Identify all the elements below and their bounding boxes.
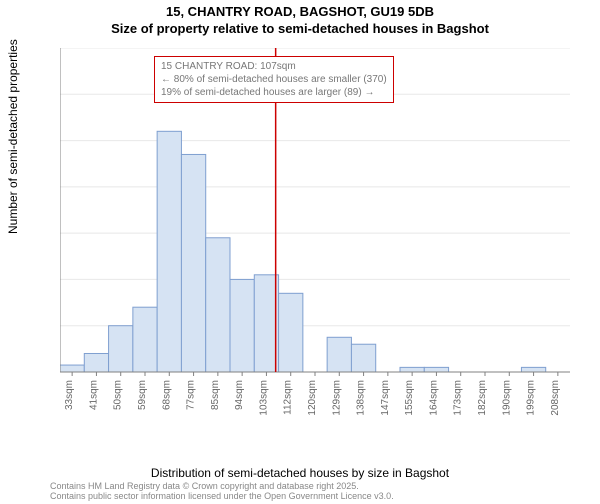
- x-tick-label: 41sqm: [88, 380, 99, 410]
- histogram-bar: [400, 367, 424, 372]
- x-tick-label: 190sqm: [501, 380, 512, 416]
- x-tick-label: 85sqm: [210, 380, 221, 410]
- histogram-bar: [424, 367, 448, 372]
- histogram-bar: [133, 307, 157, 372]
- x-tick-label: 77sqm: [186, 380, 197, 410]
- histogram-bar: [206, 238, 230, 372]
- histogram-bar: [181, 154, 205, 372]
- chart-title-block: 15, CHANTRY ROAD, BAGSHOT, GU19 5DB Size…: [0, 4, 600, 36]
- chart-title-line1: 15, CHANTRY ROAD, BAGSHOT, GU19 5DB: [0, 4, 600, 19]
- x-axis-label: Distribution of semi-detached houses by …: [0, 466, 600, 480]
- histogram-plot: 02040608010012014033sqm41sqm50sqm59sqm68…: [60, 48, 570, 422]
- histogram-bar: [157, 131, 181, 372]
- x-tick-label: 199sqm: [526, 380, 537, 416]
- annotation-box: 15 CHANTRY ROAD: 107sqm ← 80% of semi-de…: [154, 56, 394, 103]
- histogram-bar: [84, 353, 108, 372]
- histogram-bar: [230, 279, 254, 372]
- histogram-bar: [109, 326, 133, 372]
- x-tick-label: 182sqm: [477, 380, 488, 416]
- x-tick-label: 103sqm: [258, 380, 269, 416]
- x-tick-label: 147sqm: [380, 380, 391, 416]
- x-tick-label: 120sqm: [307, 380, 318, 416]
- chart-title-line2: Size of property relative to semi-detach…: [0, 21, 600, 36]
- x-tick-label: 33sqm: [64, 380, 75, 410]
- y-axis-label: Number of semi-detached properties: [6, 39, 20, 234]
- x-tick-label: 138sqm: [356, 380, 367, 416]
- histogram-bar: [60, 365, 84, 372]
- chart-area: 02040608010012014033sqm41sqm50sqm59sqm68…: [60, 48, 570, 422]
- annotation-line-3: 19% of semi-detached houses are larger (…: [161, 86, 387, 99]
- x-tick-label: 164sqm: [428, 380, 439, 416]
- annotation-line-1: 15 CHANTRY ROAD: 107sqm: [161, 60, 387, 73]
- x-tick-label: 208sqm: [550, 380, 561, 416]
- x-tick-label: 112sqm: [283, 380, 294, 415]
- histogram-bar: [351, 344, 375, 372]
- histogram-bar: [279, 293, 303, 372]
- x-tick-label: 50sqm: [113, 380, 124, 410]
- histogram-bar: [521, 367, 545, 372]
- x-tick-label: 173sqm: [453, 380, 464, 416]
- x-tick-label: 68sqm: [161, 380, 172, 410]
- credits-block: Contains HM Land Registry data © Crown c…: [50, 482, 394, 502]
- histogram-bar: [327, 337, 351, 372]
- credits-line-2: Contains public sector information licen…: [50, 492, 394, 502]
- x-tick-label: 59sqm: [137, 380, 148, 410]
- x-tick-label: 94sqm: [234, 380, 245, 410]
- x-tick-label: 129sqm: [331, 380, 342, 416]
- annotation-line-2: ← 80% of semi-detached houses are smalle…: [161, 73, 387, 86]
- x-tick-label: 155sqm: [404, 380, 415, 416]
